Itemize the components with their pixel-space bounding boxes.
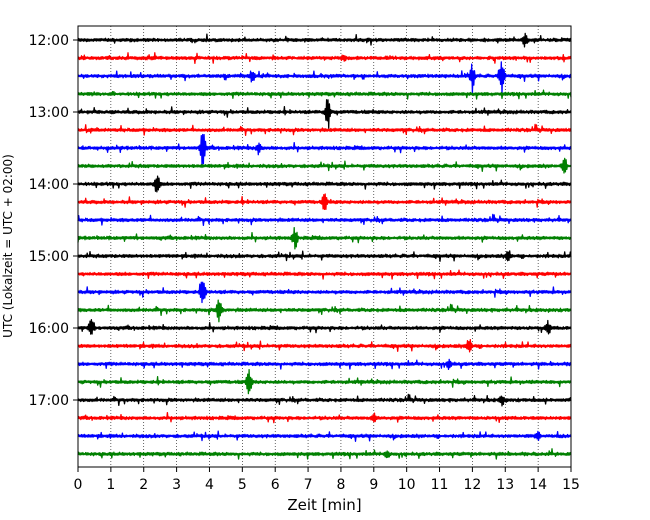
trace-1630 [77,358,572,371]
trace-1215 [77,52,572,65]
trace-1200 [77,32,572,48]
x-tick-label: 0 [74,477,83,493]
seismogram-traces [77,32,572,460]
trace-1245 [77,89,572,100]
trace-1700 [77,393,572,407]
x-axis-ticks: 0 1 2 3 4 5 6 7 8 9 10 11 12 13 14 15 [74,467,580,493]
trace-1530 [77,281,572,304]
x-axis-label: Zeit [min] [287,496,361,514]
y-tick-label: 12:00 [29,33,69,49]
x-tick-label: 12 [463,477,481,493]
trace-1745 [77,448,572,460]
y-tick-label: 15:00 [29,249,69,265]
x-tick-label: 15 [562,477,580,493]
trace-1315 [77,123,572,137]
trace-1330 [77,133,572,166]
trace-1615 [77,338,572,353]
x-tick-label: 2 [139,477,148,493]
trace-1515 [77,269,572,280]
trace-1300 [77,99,572,129]
x-tick-label: 10 [398,477,416,493]
trace-1400 [77,175,572,193]
x-tick-label: 11 [431,477,449,493]
y-tick-label: 13:00 [29,105,69,121]
trace-1445 [77,226,572,250]
x-tick-label: 14 [529,477,547,493]
x-tick-label: 6 [271,477,280,493]
x-tick-label: 9 [369,477,378,493]
trace-1345 [77,157,572,174]
trace-1500 [77,250,572,262]
y-tick-label: 16:00 [29,321,69,337]
trace-1600 [77,318,572,335]
trace-1430 [77,213,572,227]
y-axis-label: UTC (Lokalzeit = UTC + 02:00) [1,154,15,338]
trace-1230 [77,61,572,95]
y-axis-ticks: 12:00 13:00 14:00 15:00 16:00 17:00 [29,33,78,409]
y-tick-label: 14:00 [29,177,69,193]
plot-frame [77,25,572,468]
trace-1545 [77,299,572,323]
x-tick-label: 13 [496,477,514,493]
x-tick-label: 5 [238,477,247,493]
x-tick-label: 3 [172,477,181,493]
y-tick-label: 17:00 [29,393,69,409]
x-tick-label: 4 [205,477,214,493]
trace-1415 [77,193,572,211]
x-tick-label: 7 [304,477,313,493]
trace-1715 [77,411,572,424]
trace-1730 [77,430,572,442]
x-tick-label: 8 [336,477,345,493]
trace-1645 [77,368,572,395]
x-tick-label: 1 [106,477,115,493]
